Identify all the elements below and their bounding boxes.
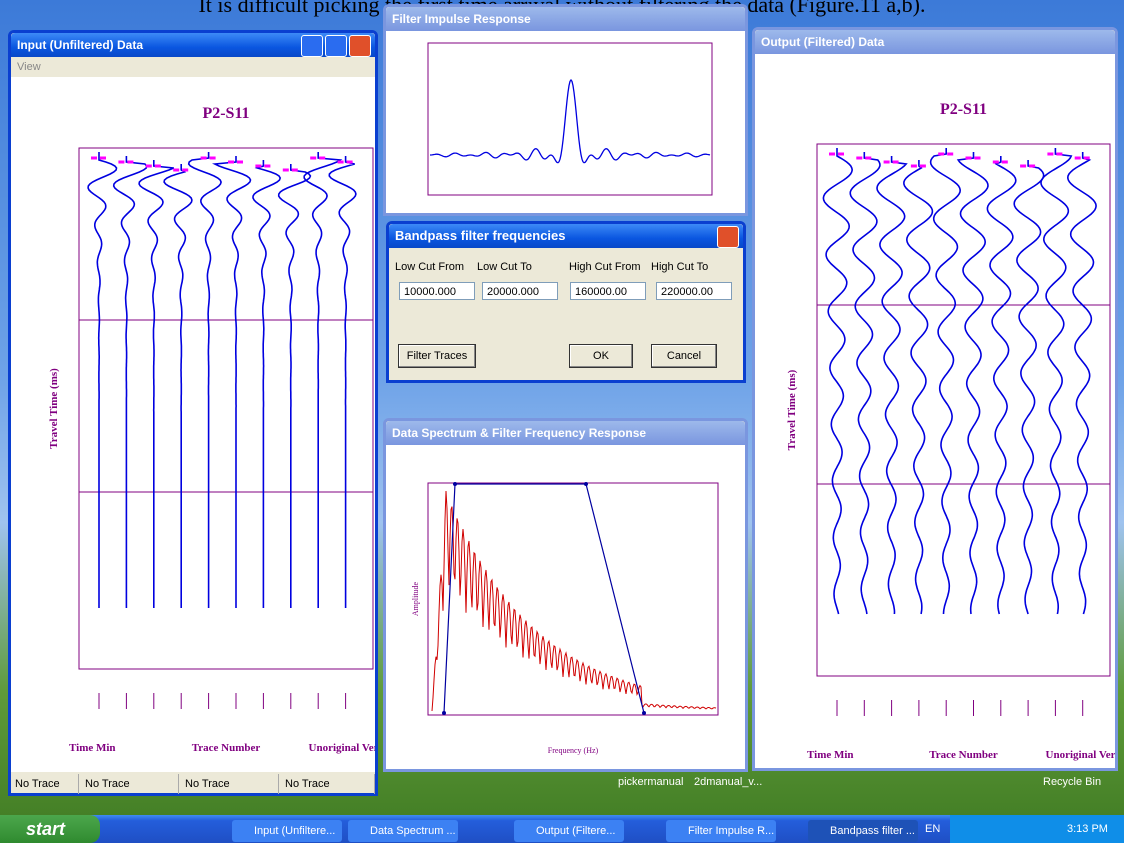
filter-node <box>584 482 588 486</box>
seismic-trace <box>215 156 251 608</box>
trace-plot: P2-S11 Travel Time (ms) Time Min Trace Numb… <box>11 77 375 772</box>
field-label: High Cut To <box>651 261 708 273</box>
y-axis-label: Amplitude <box>411 581 420 616</box>
text-input[interactable]: 160000.00 <box>570 282 646 300</box>
x-axis-label: Trace Number <box>929 749 998 761</box>
filter-node <box>642 711 646 715</box>
seismic-trace <box>877 156 906 614</box>
window-title: Output (Filtered) Data <box>761 35 884 49</box>
field-label: Low Cut To <box>477 261 532 273</box>
trace-plot: P2-S11 Travel Time (ms) Time Min Trace Numb… <box>755 54 1115 768</box>
plot-title: P2-S11 <box>940 101 987 118</box>
field-label: High Cut From <box>569 261 641 273</box>
close-button[interactable] <box>717 226 739 248</box>
menu-item[interactable]: View <box>17 61 41 73</box>
plot-frame <box>79 148 373 669</box>
bandpass-dialog[interactable]: Bandpass filter frequencies Low Cut From… <box>386 221 746 383</box>
seismic-trace <box>164 164 192 608</box>
status-field: No Trace <box>81 774 179 794</box>
title-bar[interactable]: Filter Impulse Response <box>386 7 745 31</box>
seismic-trace <box>931 148 961 614</box>
title-bar[interactable]: Data Spectrum & Filter Frequency Respons… <box>386 421 745 445</box>
task-button[interactable]: Bandpass filter ... <box>808 820 918 842</box>
desktop: It is difficult picking the first time a… <box>0 0 1124 843</box>
status-field: No Trace <box>11 774 79 794</box>
task-button[interactable]: Output (Filtere... <box>514 820 624 842</box>
window-title: Filter Impulse Response <box>392 12 531 26</box>
seismic-trace <box>88 152 116 608</box>
seismic-trace <box>139 160 174 608</box>
seismic-trace <box>189 152 221 608</box>
desktop-icon[interactable]: Recycle Bin <box>1043 776 1101 788</box>
x-axis-label: Unoriginal Version <box>309 742 375 754</box>
seismic-trace <box>304 152 340 608</box>
clock: 3:13 PM <box>1067 823 1108 835</box>
seismic-trace <box>1068 152 1096 614</box>
seismic-trace <box>987 156 1015 614</box>
task-button[interactable]: Data Spectrum ... <box>348 820 458 842</box>
impulse-window[interactable]: Filter Impulse Response <box>383 4 748 216</box>
window-title: Data Spectrum & Filter Frequency Respons… <box>392 426 646 440</box>
ok-button[interactable]: OK <box>569 344 633 368</box>
seismic-trace <box>279 164 311 608</box>
text-input[interactable]: 220000.00 <box>656 282 732 300</box>
spectrum-curve <box>432 491 716 711</box>
language[interactable]: EN <box>925 823 940 835</box>
seismic-trace <box>823 148 852 614</box>
x-axis-label: Time Min <box>69 742 116 754</box>
status-field: No Trace <box>281 774 375 794</box>
maximize-button[interactable] <box>325 35 347 57</box>
filter-button[interactable]: Filter Traces <box>398 344 476 368</box>
field-label: Low Cut From <box>395 261 464 273</box>
minimize-button[interactable] <box>301 35 323 57</box>
x-axis-label: Unoriginal Version <box>1046 749 1115 761</box>
seismic-trace <box>850 152 880 614</box>
spectrum-window[interactable]: Data Spectrum & Filter Frequency Respons… <box>383 418 748 772</box>
close-button[interactable] <box>349 35 371 57</box>
start-button[interactable]: start <box>0 815 100 843</box>
input-window[interactable]: Input (Unfiltered) Data View P2-S11 Trave… <box>8 30 378 796</box>
x-axis-label: Trace Number <box>192 742 261 754</box>
seismic-trace <box>329 156 356 608</box>
text-input[interactable]: 20000.000 <box>482 282 558 300</box>
dialog-title: Bandpass filter frequencies <box>395 228 566 243</box>
desktop-icon[interactable]: 2dmanual_v... <box>694 776 762 788</box>
text-input[interactable]: 10000.000 <box>399 282 475 300</box>
title-bar[interactable]: Bandpass filter frequencies <box>389 224 743 248</box>
seismic-trace <box>253 160 280 608</box>
window-title: Input (Unfiltered) Data <box>17 38 143 52</box>
plot-title: P2-S11 <box>202 105 249 122</box>
x-axis-label: Frequency (Hz) <box>548 746 599 755</box>
spectrum-plot: Amplitude Frequency (Hz) <box>386 445 745 769</box>
desktop-icon[interactable]: pickermanual <box>618 776 683 788</box>
impulse-plot <box>386 31 745 213</box>
task-button[interactable]: Input (Unfiltere... <box>232 820 342 842</box>
title-bar[interactable]: Output (Filtered) Data <box>755 30 1115 54</box>
status-bar: No Trace No Trace No Trace No Trace <box>11 774 375 794</box>
window-controls <box>301 35 371 57</box>
seismic-trace <box>114 156 147 608</box>
x-axis-label: Time Min <box>807 749 854 761</box>
y-axis-label: Travel Time (ms) <box>48 368 60 449</box>
seismic-trace <box>1041 148 1071 614</box>
cancel-button[interactable]: Cancel <box>651 344 717 368</box>
filter-node <box>453 482 457 486</box>
output-window[interactable]: Output (Filtered) Data P2-S11 Travel Time… <box>752 27 1118 771</box>
seismic-trace <box>958 152 988 614</box>
y-axis-label: Travel Time (ms) <box>786 369 798 450</box>
filter-node <box>442 711 446 715</box>
impulse-curve <box>430 80 710 163</box>
seismic-trace <box>904 160 933 614</box>
filter-response <box>444 484 644 713</box>
plot-frame <box>428 43 712 195</box>
status-field: No Trace <box>181 774 279 794</box>
task-button[interactable]: Filter Impulse R... <box>666 820 776 842</box>
seismic-trace <box>1014 160 1043 614</box>
